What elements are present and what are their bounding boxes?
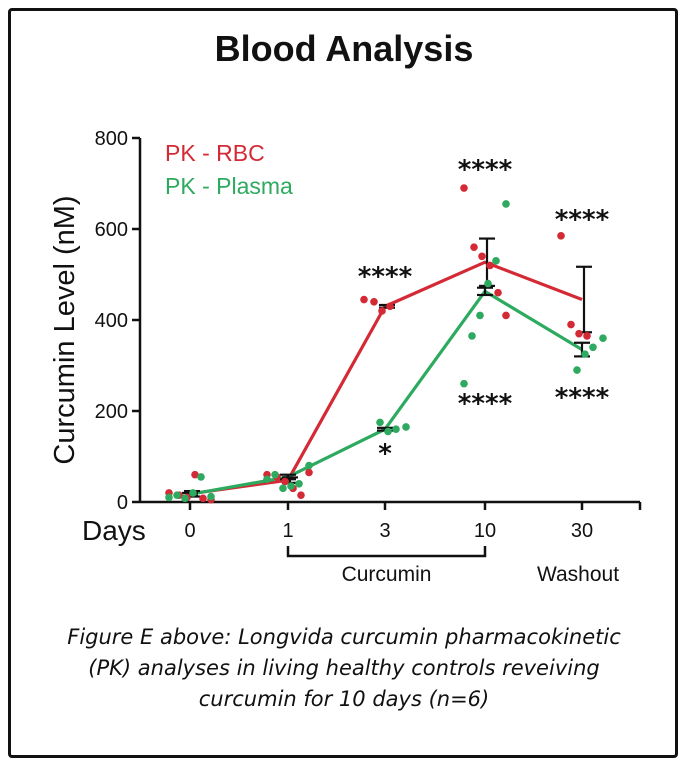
legend-entry-0: PK - RBC — [165, 140, 265, 166]
significance-s0-c2: **** — [358, 262, 413, 292]
data-point-s1-c0-1 — [197, 473, 205, 481]
data-point-s0-c4-1 — [567, 320, 575, 329]
data-point-s1-c1-0 — [305, 461, 313, 470]
data-point-s1-c1-2 — [287, 482, 295, 490]
data-point-s1-c1-5 — [263, 475, 271, 484]
data-point-s1-c2-3 — [376, 418, 384, 427]
y-axis-label: Curcumin Level (nM) — [49, 195, 81, 464]
data-point-s1-c2-2 — [384, 427, 392, 436]
data-point-s1-c3-4 — [468, 332, 476, 340]
caption-line-1: Figure E above: Longvida curcumin pharma… — [67, 625, 621, 649]
data-point-s0-c2-1 — [370, 298, 378, 306]
data-point-s1-c1-1 — [295, 480, 303, 488]
y-tick-label: 400 — [95, 310, 128, 332]
x-axis-label: Days — [82, 515, 146, 546]
significance-s1-c3: **** — [458, 389, 513, 419]
dots-group — [165, 184, 607, 504]
data-point-s1-c1-3 — [279, 484, 287, 493]
data-point-s0-c0-4 — [199, 494, 207, 503]
data-point-s1-c3-3 — [476, 311, 484, 320]
legend-entry-1: PK - Plasma — [165, 173, 293, 199]
data-point-s1-c2-0 — [402, 423, 410, 431]
x-tick-label: 0 — [184, 520, 195, 542]
x-tick-label: 10 — [474, 520, 496, 542]
data-point-s0-c4-0 — [557, 232, 565, 240]
data-point-s0-c4-2 — [575, 329, 583, 338]
data-point-s1-c0-4 — [173, 491, 181, 499]
significance-s1-c4: **** — [555, 383, 610, 413]
x-tick-label: 1 — [282, 520, 293, 542]
data-point-s0-c1-5 — [305, 468, 313, 477]
data-point-s1-c0-3 — [181, 494, 189, 503]
significance-s0-c3: **** — [458, 155, 513, 185]
data-point-s1-c3-1 — [492, 257, 500, 265]
data-point-s1-c2-1 — [392, 425, 400, 434]
data-point-s0-c1-2 — [281, 477, 289, 486]
data-point-s1-c1-4 — [271, 470, 279, 479]
data-point-s0-c2-0 — [360, 295, 368, 304]
data-point-s1-c4-1 — [589, 343, 597, 352]
data-point-s1-c0-5 — [165, 493, 173, 502]
data-point-s0-c3-1 — [470, 243, 478, 251]
data-point-s1-c4-2 — [581, 350, 589, 358]
x-tick-label: 30 — [571, 520, 593, 542]
series-line-0 — [189, 260, 583, 496]
data-point-s0-c3-5 — [502, 311, 510, 320]
x-tick-label: 3 — [379, 520, 390, 542]
data-point-s0-c2-2 — [378, 307, 386, 315]
data-point-s0-c0-3 — [191, 470, 199, 479]
chart-title: Blood Analysis — [214, 28, 474, 69]
data-point-s0-c3-4 — [494, 288, 502, 297]
data-point-s0-c3-3 — [486, 261, 494, 270]
group-label-curcumin: Curcumin — [342, 563, 432, 586]
caption-line-2: (PK) analyses in living healthy controls… — [88, 656, 600, 680]
y-tick-label: 200 — [95, 401, 128, 423]
y-tick-label: 0 — [117, 492, 128, 514]
data-point-s0-c3-2 — [478, 252, 486, 261]
data-point-s0-c1-4 — [297, 491, 305, 499]
figure-caption: Figure E above: Longvida curcumin pharma… — [30, 622, 658, 715]
y-tick-label: 800 — [95, 128, 128, 150]
data-point-s0-c2-3 — [386, 302, 394, 311]
significance-s0-c4: **** — [555, 205, 610, 235]
axes-group: 0 200 400 600 800 0 1 3 10 30 Curcumin Level (nM) D… — [49, 128, 642, 586]
data-point-s1-c4-0 — [599, 334, 607, 343]
data-point-s1-c3-5 — [460, 379, 468, 388]
data-point-s0-c4-3 — [583, 332, 591, 340]
data-point-s1-c4-3 — [573, 366, 581, 374]
significance-s1-c2: * — [378, 439, 392, 469]
data-point-s1-c3-0 — [502, 200, 510, 208]
caption-line-3: curcumin for 10 days (n=6) — [198, 687, 490, 711]
data-point-s1-c0-0 — [207, 492, 215, 501]
y-tick-label: 600 — [95, 219, 128, 241]
data-point-s1-c0-2 — [189, 489, 197, 497]
data-point-s1-c3-2 — [484, 279, 492, 288]
curcumin-bracket — [286, 546, 487, 558]
group-label-washout: Washout — [537, 563, 619, 586]
data-point-s0-c3-0 — [460, 184, 468, 192]
